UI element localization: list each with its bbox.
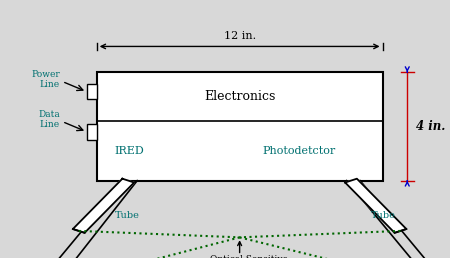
Text: Optical Sensitive: Optical Sensitive (210, 255, 288, 258)
Text: Tube: Tube (371, 211, 396, 220)
Bar (87, 124, 97, 140)
Polygon shape (345, 179, 406, 233)
Bar (97, 72, 382, 181)
Text: Line: Line (40, 120, 60, 129)
Text: IRED: IRED (115, 146, 144, 156)
Text: Electronics: Electronics (204, 90, 275, 103)
Polygon shape (73, 179, 134, 233)
Text: 12 in.: 12 in. (224, 31, 256, 41)
Text: Data: Data (38, 110, 60, 119)
Bar (87, 84, 97, 100)
Text: 4 in.: 4 in. (416, 120, 446, 133)
Text: Line: Line (40, 80, 60, 89)
Text: Power: Power (31, 70, 60, 79)
Text: Photodetctor: Photodetctor (262, 146, 336, 156)
Text: Tube: Tube (115, 211, 140, 220)
